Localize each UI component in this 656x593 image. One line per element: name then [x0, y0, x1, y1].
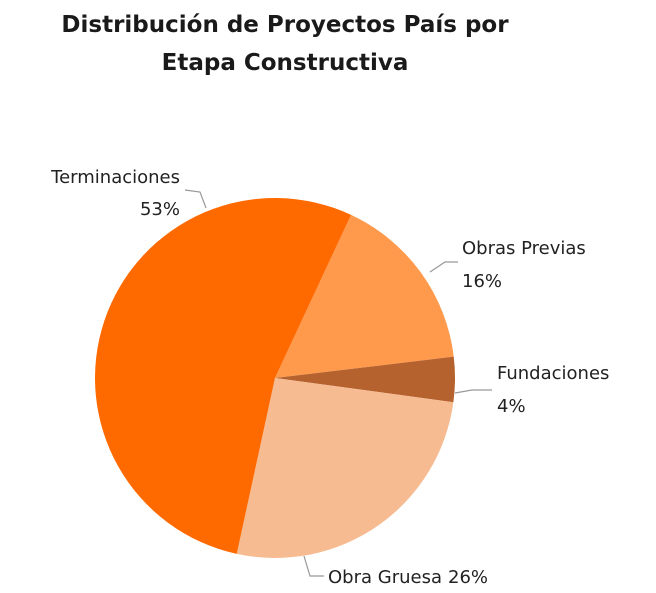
leader-lines — [184, 189, 492, 577]
value-label: 26% — [448, 567, 488, 588]
pie-slice — [275, 356, 456, 403]
value-label: 4% — [497, 396, 526, 417]
pie-slice — [275, 214, 454, 378]
slice-label: Obras Previas — [462, 238, 586, 259]
slice-label: Terminaciones — [50, 167, 180, 188]
chart-title: Distribución de Proyectos País por Etapa… — [61, 12, 509, 76]
slice-label: Fundaciones — [497, 363, 609, 384]
leader-line — [429, 261, 458, 273]
slice-label: Obra Gruesa — [328, 567, 442, 588]
leader-line — [303, 555, 324, 577]
value-label: 53% — [140, 199, 180, 220]
leader-line — [184, 189, 207, 209]
pie-slice — [236, 378, 454, 558]
leader-line — [454, 389, 492, 394]
pie-slice — [94, 197, 352, 554]
value-label: 16% — [462, 271, 502, 292]
